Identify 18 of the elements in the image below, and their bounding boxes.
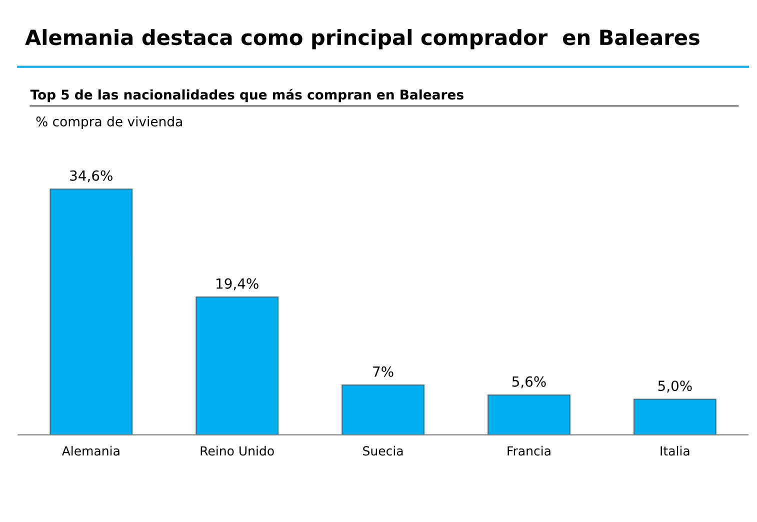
bar [196, 296, 279, 435]
chart-title: Alemania destaca como principal comprador en Baleares [25, 29, 700, 50]
x-tick-label: Reino Unido [200, 446, 274, 456]
x-tick-label: Francia [508, 446, 550, 456]
data-label: 7% [373, 366, 394, 377]
bar [488, 394, 570, 435]
data-label: 5,0% [658, 380, 692, 392]
chart-subtitle: Top 5 de las nacionalidades que más compran en Baleares [30, 88, 464, 102]
data-label: 5,6% [512, 376, 546, 388]
x-tick-label: Italia [660, 446, 690, 456]
x-tick-label: Alemania [62, 446, 120, 456]
bar [50, 188, 133, 435]
data-label: 19,4% [216, 278, 258, 290]
y-axis-title: % compra de vivienda [36, 116, 182, 130]
x-tick-label: Suecia [363, 446, 403, 456]
data-label: 34,6% [70, 170, 112, 182]
bar [634, 398, 716, 435]
bar [342, 384, 424, 435]
